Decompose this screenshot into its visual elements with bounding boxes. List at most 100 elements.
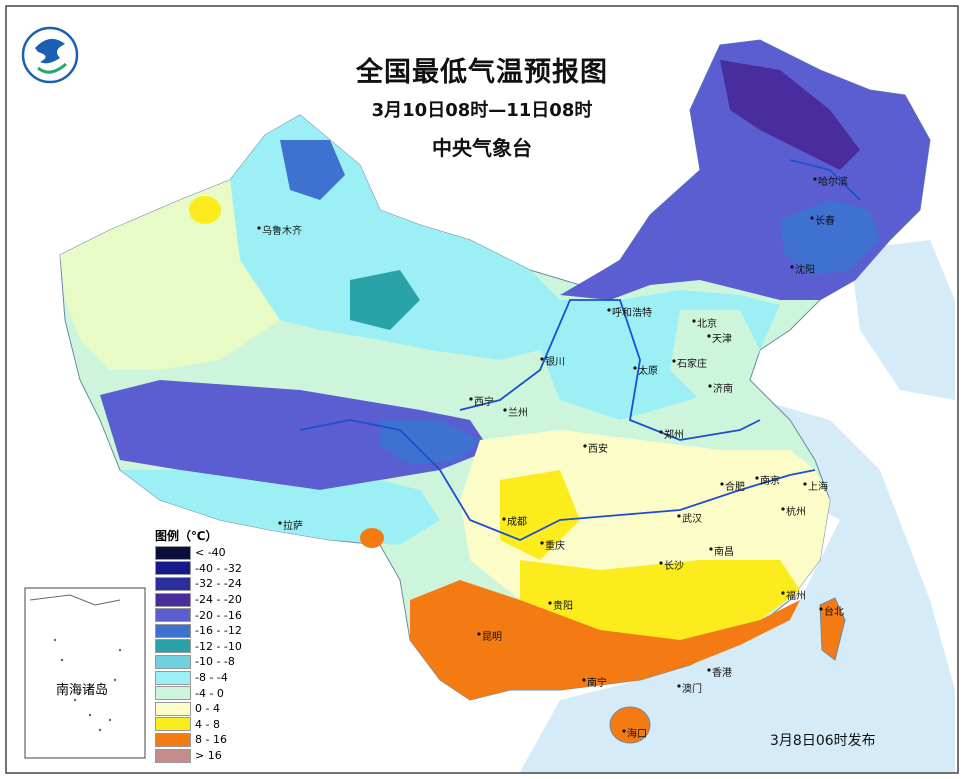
- city-marker: [540, 541, 544, 545]
- city-label: 呼和浩特: [612, 308, 652, 319]
- city-marker: [755, 476, 759, 480]
- city-marker: [692, 319, 696, 323]
- city-marker: [607, 308, 611, 312]
- city-marker: [781, 591, 785, 595]
- city-label: 福州: [786, 591, 806, 602]
- yangtze-river: [299, 419, 816, 541]
- city-marker: [469, 397, 473, 401]
- legend-label: 4 - 8: [195, 717, 220, 731]
- legend-item: < -40: [155, 545, 242, 561]
- legend-label: -24 - -20: [195, 593, 242, 607]
- cma-logo-icon: [21, 26, 79, 84]
- legend-label: -8 - -4: [195, 671, 228, 685]
- legend-label: 8 - 16: [195, 733, 227, 747]
- city-label: 上海: [808, 482, 828, 493]
- legend-swatch: [155, 686, 191, 701]
- city-label: 成都: [507, 517, 527, 528]
- issue-time: 3月8日06时发布: [770, 733, 876, 749]
- city-marker: [677, 684, 681, 688]
- zone-tarim: [60, 180, 280, 370]
- city-marker: [707, 334, 711, 338]
- hainan: [609, 706, 651, 744]
- legend: 图例（℃） < -40 -40 - -32 -32 - -24 -24 - -20 -2…: [155, 527, 242, 763]
- legend-swatch: [155, 639, 191, 654]
- zone-4-8: [520, 560, 800, 640]
- zone-neg16-neg12-tibet: [380, 420, 480, 465]
- legend-swatch: [155, 670, 191, 685]
- city-label: 杭州: [786, 507, 806, 518]
- legend-label: -12 - -10: [195, 639, 242, 653]
- legend-item: -24 - -20: [155, 592, 242, 608]
- city-label: 沈阳: [795, 265, 815, 276]
- city-marker: [708, 384, 712, 388]
- city-marker: [810, 216, 814, 220]
- legend-item: -4 - 0: [155, 685, 242, 701]
- legend-swatch: [155, 561, 191, 576]
- legend-item: > 16: [155, 748, 242, 764]
- city-label: 郑州: [664, 430, 684, 441]
- map-title: 全国最低气温预报图: [356, 57, 608, 88]
- forecast-period: 3月10日08时—11日08时: [371, 100, 593, 121]
- zone-neg12-neg10-qilian: [350, 270, 420, 330]
- city-marker: [502, 517, 506, 521]
- city-marker: [633, 366, 637, 370]
- city-label: 南京: [760, 476, 780, 487]
- legend-swatch: [155, 748, 191, 763]
- legend-label: -40 - -32: [195, 561, 242, 575]
- city-label: 南宁: [587, 678, 607, 689]
- taiwan: [819, 597, 846, 661]
- city-label: 北京: [697, 319, 717, 330]
- legend-title: 图例（℃）: [155, 529, 218, 543]
- city-label: 天津: [712, 334, 732, 345]
- zone-warm-spot: [189, 196, 221, 224]
- city-marker: [659, 561, 663, 565]
- south-china-sea-inset: [24, 587, 146, 759]
- city-marker: [781, 507, 785, 511]
- legend-label: < -40: [195, 546, 226, 560]
- legend-item: -10 - -8: [155, 654, 242, 670]
- city-marker: [583, 444, 587, 448]
- city-marker: [677, 514, 681, 518]
- zone-8-16: [410, 580, 800, 700]
- city-label: 西宁: [474, 397, 494, 408]
- city-label: 哈尔滨: [818, 177, 848, 188]
- city-label: 南昌: [714, 547, 734, 558]
- city-marker: [548, 601, 552, 605]
- city-label: 西安: [588, 444, 608, 455]
- zone-neg4-0-hebei: [670, 310, 760, 400]
- legend-label: -10 - -8: [195, 655, 235, 669]
- legend-item: -40 - -32: [155, 561, 242, 577]
- zone-neg16-neg12-ne: [780, 200, 880, 275]
- legend-item: 4 - 8: [155, 717, 242, 733]
- city-marker: [790, 265, 794, 269]
- city-marker: [622, 729, 626, 733]
- legend-item: 8 - 16: [155, 732, 242, 748]
- legend-item: -8 - -4: [155, 670, 242, 686]
- city-marker: [813, 177, 817, 181]
- legend-label: -20 - -16: [195, 608, 242, 622]
- city-marker: [503, 408, 507, 412]
- city-label: 拉萨: [283, 521, 303, 532]
- legend-label: -4 - 0: [195, 686, 224, 700]
- zone-neg24-neg20: [720, 60, 860, 170]
- city-marker: [257, 226, 261, 230]
- city-marker: [540, 357, 544, 361]
- legend-item: -12 - -10: [155, 639, 242, 655]
- city-label: 海口: [627, 729, 647, 740]
- legend-label: -16 - -12: [195, 624, 242, 638]
- legend-item: 0 - 4: [155, 701, 242, 717]
- sea-area: [520, 400, 955, 772]
- city-label: 澳门: [682, 684, 702, 695]
- legend-swatch: [155, 592, 191, 607]
- legend-swatch: [155, 701, 191, 716]
- legend-swatch: [155, 654, 191, 669]
- city-label: 昆明: [482, 632, 502, 643]
- zone-sichuan-basin: [500, 470, 580, 560]
- legend-swatch: [155, 576, 191, 591]
- city-marker: [477, 632, 481, 636]
- legend-label: 0 - 4: [195, 702, 220, 716]
- issuing-agency: 中央气象台: [432, 136, 532, 160]
- zone-altai: [280, 140, 345, 200]
- legend-swatch: [155, 732, 191, 747]
